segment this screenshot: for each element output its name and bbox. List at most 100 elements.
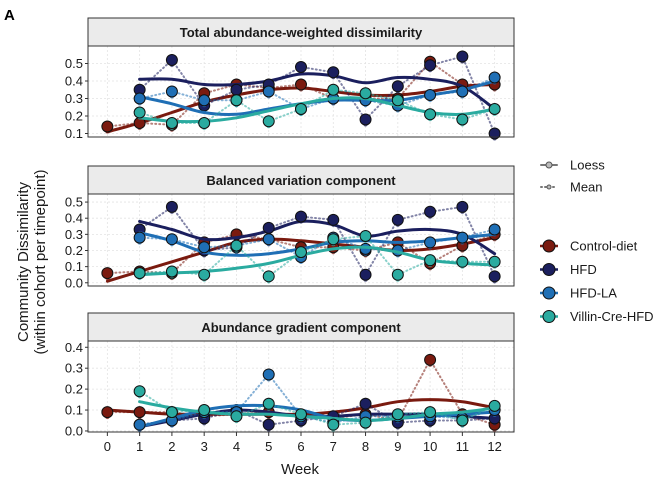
panel-letter: A xyxy=(4,7,15,24)
data-point xyxy=(165,406,178,419)
y-tick-label: 0.4 xyxy=(65,211,83,226)
data-point xyxy=(359,416,372,429)
data-point xyxy=(456,50,469,63)
facet-total-abundance-weighted-dissimilarity: Total abundance-weighted dissimilarity 0.… xyxy=(65,17,515,141)
legend-group-label: Control-diet xyxy=(570,239,638,254)
x-axis: 0 1 2 3 4 5 6 7 8 9 10 11 12 xyxy=(104,432,502,454)
y-axis: 0.0 0.1 0.2 0.3 0.4 xyxy=(65,340,88,438)
legend-line-mean: Mean xyxy=(540,180,603,195)
legend-group-label: HFD-LA xyxy=(570,286,617,301)
data-point xyxy=(165,265,178,278)
legend-line-marker xyxy=(546,184,552,190)
data-point xyxy=(165,85,178,98)
series-villin-cre-hfd xyxy=(133,83,501,130)
legend-group-hfd: HFD xyxy=(540,262,597,277)
data-point xyxy=(198,404,211,417)
data-point xyxy=(327,83,340,96)
data-point xyxy=(488,127,501,140)
facet-abundance-gradient-component: Abundance gradient component 0.0 0.1 0.2 0.3… xyxy=(65,312,515,438)
x-tick-label: 0 xyxy=(104,439,111,454)
data-point xyxy=(101,120,114,133)
data-point xyxy=(295,210,307,223)
data-point xyxy=(424,254,437,267)
panel-border xyxy=(87,193,515,287)
data-point xyxy=(488,270,501,283)
y-axis: 0.00.10.20.30.40.5 xyxy=(65,195,88,290)
data-point xyxy=(424,353,437,366)
data-point xyxy=(262,368,275,381)
legend: Loess Mean Control-diet HFD HFD-LA Villin-Cre… xyxy=(540,158,654,324)
facet-strip-title: Abundance gradient component xyxy=(201,320,401,335)
data-point xyxy=(359,229,372,242)
data-point xyxy=(456,231,469,244)
series-villin-cre-hfd xyxy=(133,229,501,284)
data-point xyxy=(262,397,275,410)
x-tick-label: 9 xyxy=(394,439,401,454)
y-tick-label: 0.2 xyxy=(65,109,83,124)
data-point xyxy=(391,80,404,93)
y-tick-label: 0.1 xyxy=(65,403,83,418)
series-villin-cre-hfd xyxy=(133,385,501,432)
legend-group-label: Villin-Cre-HFD xyxy=(570,309,654,324)
y-axis: 0.1 0.2 0.3 0.4 0.5 xyxy=(65,56,88,141)
y-axis-title-line2: (within cohort per timepoint) xyxy=(32,169,49,354)
data-point xyxy=(262,233,275,246)
legend-group-marker xyxy=(542,263,556,276)
data-point xyxy=(424,108,437,121)
series-hfd xyxy=(133,50,501,141)
data-point xyxy=(101,267,114,280)
legend-group-villin-cre-hfd: Villin-Cre-HFD xyxy=(540,309,654,324)
data-point xyxy=(359,113,372,126)
data-point xyxy=(133,106,146,119)
facet-strip-title: Balanced variation component xyxy=(206,173,396,188)
data-point xyxy=(391,268,404,281)
y-tick-label: 0.0 xyxy=(65,423,83,438)
y-tick-label: 0.2 xyxy=(65,382,83,397)
data-point xyxy=(262,270,275,283)
x-tick-label: 12 xyxy=(487,439,501,454)
x-axis-title: Week xyxy=(281,461,320,478)
y-tick-label: 0.3 xyxy=(65,91,83,106)
data-point xyxy=(488,399,501,412)
data-point xyxy=(327,213,340,226)
data-point xyxy=(230,410,243,423)
data-point xyxy=(133,231,146,244)
y-tick-label: 0.4 xyxy=(65,74,83,89)
data-point xyxy=(424,406,437,419)
data-point xyxy=(488,71,501,84)
y-tick-label: 0.1 xyxy=(65,259,83,274)
data-point xyxy=(198,268,211,281)
data-point xyxy=(262,221,275,234)
data-point xyxy=(198,241,211,254)
data-point xyxy=(391,94,404,107)
legend-group-hfd-la: HFD-LA xyxy=(540,286,617,301)
legend-group-marker xyxy=(542,286,556,300)
panel-border xyxy=(87,45,515,138)
data-point xyxy=(295,103,307,115)
data-point xyxy=(295,61,307,73)
data-point xyxy=(391,213,404,226)
legend-group-marker xyxy=(542,239,556,253)
y-tick-label: 0.1 xyxy=(65,126,83,141)
data-point xyxy=(391,408,404,421)
x-tick-label: 3 xyxy=(201,439,208,454)
data-point xyxy=(488,103,501,115)
data-point xyxy=(165,200,178,213)
data-point xyxy=(424,236,437,249)
data-point xyxy=(359,268,372,281)
data-point xyxy=(101,406,114,419)
data-point xyxy=(456,414,469,427)
data-point xyxy=(295,246,307,259)
legend-group-label: HFD xyxy=(570,262,597,277)
data-point xyxy=(133,385,146,398)
data-point xyxy=(230,239,243,252)
data-point xyxy=(262,115,275,128)
facet-balanced-variation-component: Balanced variation component 0.00.10.20.3… xyxy=(65,165,515,290)
data-point xyxy=(456,255,469,268)
data-point xyxy=(424,205,437,218)
x-tick-label: 10 xyxy=(423,439,437,454)
data-point xyxy=(359,87,372,100)
data-point xyxy=(230,94,243,107)
data-point xyxy=(262,418,275,431)
